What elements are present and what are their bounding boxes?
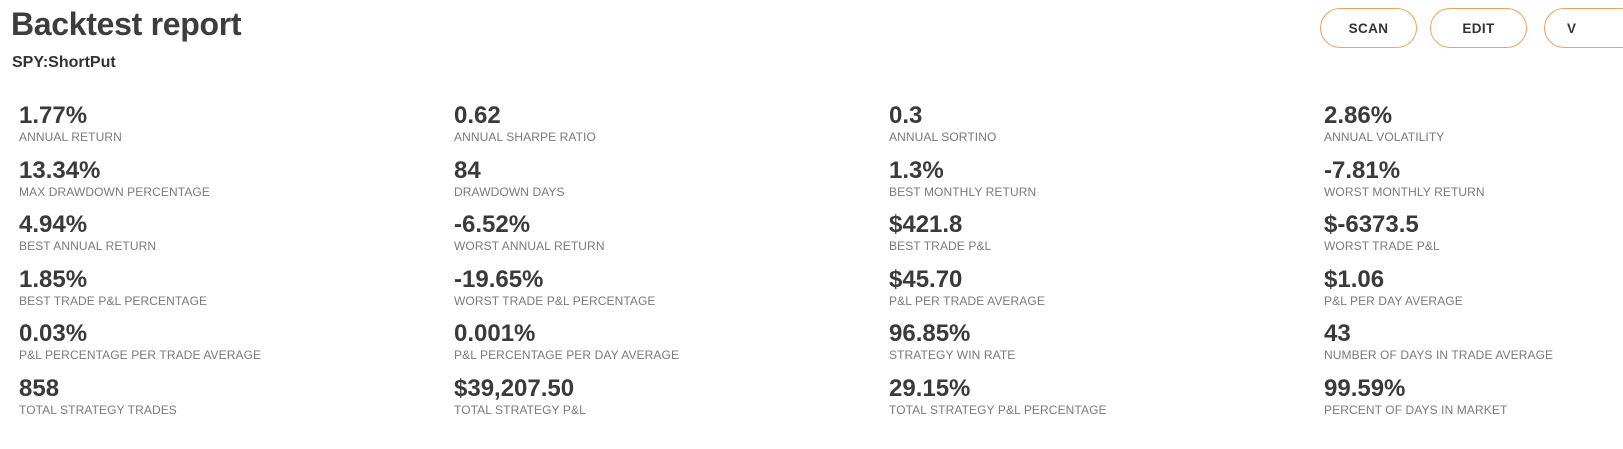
metric-days-in-trade-average: 43 NUMBER OF DAYS IN TRADE AVERAGE <box>1324 320 1623 362</box>
metric-label: TOTAL STRATEGY TRADES <box>19 403 177 417</box>
metric-value: -19.65% <box>454 266 544 293</box>
metric-label: DRAWDOWN DAYS <box>454 185 565 199</box>
metric-value: $39,207.50 <box>454 375 575 402</box>
metric-total-strategy-pnl-percentage: 29.15% TOTAL STRATEGY P&L PERCENTAGE <box>889 375 1319 417</box>
metric-pnl-percentage-per-day-average: 0.001% P&L PERCENTAGE PER DAY AVERAGE <box>454 320 884 362</box>
metric-label: P&L PER TRADE AVERAGE <box>889 294 1045 308</box>
metric-value: -6.52% <box>454 211 531 238</box>
metric-value: -7.81% <box>1324 157 1401 184</box>
metric-percent-days-in-market: 99.59% PERCENT OF DAYS IN MARKET <box>1324 375 1623 417</box>
metric-value: 1.3% <box>889 157 944 184</box>
metric-total-strategy-trades: 858 TOTAL STRATEGY TRADES <box>19 375 449 417</box>
edit-button[interactable]: EDIT <box>1430 8 1527 48</box>
metric-value: 1.85% <box>19 266 88 293</box>
metric-value: 2.86% <box>1324 102 1393 129</box>
metric-value: $421.8 <box>889 211 963 238</box>
metric-best-trade-pnl: $421.8 BEST TRADE P&L <box>889 211 1319 253</box>
metric-worst-trade-pnl-percentage: -19.65% WORST TRADE P&L PERCENTAGE <box>454 266 884 308</box>
metric-value: 99.59% <box>1324 375 1406 402</box>
metric-value: 0.001% <box>454 320 536 347</box>
metric-best-annual-return: 4.94% BEST ANNUAL RETURN <box>19 211 449 253</box>
metric-value: 0.3 <box>889 102 923 129</box>
page-title: Backtest report <box>11 6 242 42</box>
metric-label: TOTAL STRATEGY P&L PERCENTAGE <box>889 403 1107 417</box>
metric-value: $45.70 <box>889 266 963 293</box>
metric-drawdown-days: 84 DRAWDOWN DAYS <box>454 157 884 199</box>
metric-label: ANNUAL SORTINO <box>889 130 997 144</box>
metric-value: $1.06 <box>1324 266 1385 293</box>
metric-label: P&L PERCENTAGE PER DAY AVERAGE <box>454 348 680 362</box>
metric-annual-sortino: 0.3 ANNUAL SORTINO <box>889 102 1319 144</box>
scan-button[interactable]: SCAN <box>1320 8 1417 48</box>
metric-label: WORST ANNUAL RETURN <box>454 239 605 253</box>
metric-value: $-6373.5 <box>1324 211 1419 238</box>
metric-value: 96.85% <box>889 320 971 347</box>
metric-pnl-per-day-average: $1.06 P&L PER DAY AVERAGE <box>1324 266 1623 308</box>
metric-label: NUMBER OF DAYS IN TRADE AVERAGE <box>1324 348 1554 362</box>
metric-value: 1.77% <box>19 102 88 129</box>
metric-value: 0.03% <box>19 320 88 347</box>
metric-label: WORST TRADE P&L <box>1324 239 1440 253</box>
metric-value: 858 <box>19 375 60 402</box>
metric-label: BEST TRADE P&L <box>889 239 992 253</box>
metric-label: ANNUAL RETURN <box>19 130 122 144</box>
metric-label: MAX DRAWDOWN PERCENTAGE <box>19 185 210 199</box>
metric-total-strategy-pnl: $39,207.50 TOTAL STRATEGY P&L <box>454 375 884 417</box>
metric-value: 84 <box>454 157 481 184</box>
metric-annual-return: 1.77% ANNUAL RETURN <box>19 102 449 144</box>
metric-label: P&L PERCENTAGE PER TRADE AVERAGE <box>19 348 262 362</box>
metric-label: BEST TRADE P&L PERCENTAGE <box>19 294 208 308</box>
metric-label: BEST ANNUAL RETURN <box>19 239 157 253</box>
metric-annual-sharpe-ratio: 0.62 ANNUAL SHARPE RATIO <box>454 102 884 144</box>
metric-label: P&L PER DAY AVERAGE <box>1324 294 1463 308</box>
metric-value: 4.94% <box>19 211 88 238</box>
metric-value: 43 <box>1324 320 1351 347</box>
metric-worst-monthly-return: -7.81% WORST MONTHLY RETURN <box>1324 157 1623 199</box>
metric-best-trade-pnl-percentage: 1.85% BEST TRADE P&L PERCENTAGE <box>19 266 449 308</box>
metric-pnl-per-trade-average: $45.70 P&L PER TRADE AVERAGE <box>889 266 1319 308</box>
metric-label: TOTAL STRATEGY P&L <box>454 403 586 417</box>
metric-label: STRATEGY WIN RATE <box>889 348 1016 362</box>
metric-label: ANNUAL VOLATILITY <box>1324 130 1445 144</box>
metric-strategy-win-rate: 96.85% STRATEGY WIN RATE <box>889 320 1319 362</box>
metric-label: ANNUAL SHARPE RATIO <box>454 130 596 144</box>
view-button[interactable]: V <box>1544 8 1623 48</box>
metric-worst-annual-return: -6.52% WORST ANNUAL RETURN <box>454 211 884 253</box>
metric-label: BEST MONTHLY RETURN <box>889 185 1037 199</box>
metric-label: PERCENT OF DAYS IN MARKET <box>1324 403 1508 417</box>
metric-annual-volatility: 2.86% ANNUAL VOLATILITY <box>1324 102 1623 144</box>
metric-max-drawdown-percentage: 13.34% MAX DRAWDOWN PERCENTAGE <box>19 157 449 199</box>
metric-pnl-percentage-per-trade-average: 0.03% P&L PERCENTAGE PER TRADE AVERAGE <box>19 320 449 362</box>
action-buttons: SCAN EDIT V <box>1320 8 1623 50</box>
metric-value: 29.15% <box>889 375 971 402</box>
strategy-subtitle: SPY:ShortPut <box>12 54 116 71</box>
metric-worst-trade-pnl: $-6373.5 WORST TRADE P&L <box>1324 211 1623 253</box>
metric-value: 13.34% <box>19 157 101 184</box>
metric-label: WORST TRADE P&L PERCENTAGE <box>454 294 656 308</box>
metric-best-monthly-return: 1.3% BEST MONTHLY RETURN <box>889 157 1319 199</box>
metric-value: 0.62 <box>454 102 501 129</box>
metric-label: WORST MONTHLY RETURN <box>1324 185 1485 199</box>
